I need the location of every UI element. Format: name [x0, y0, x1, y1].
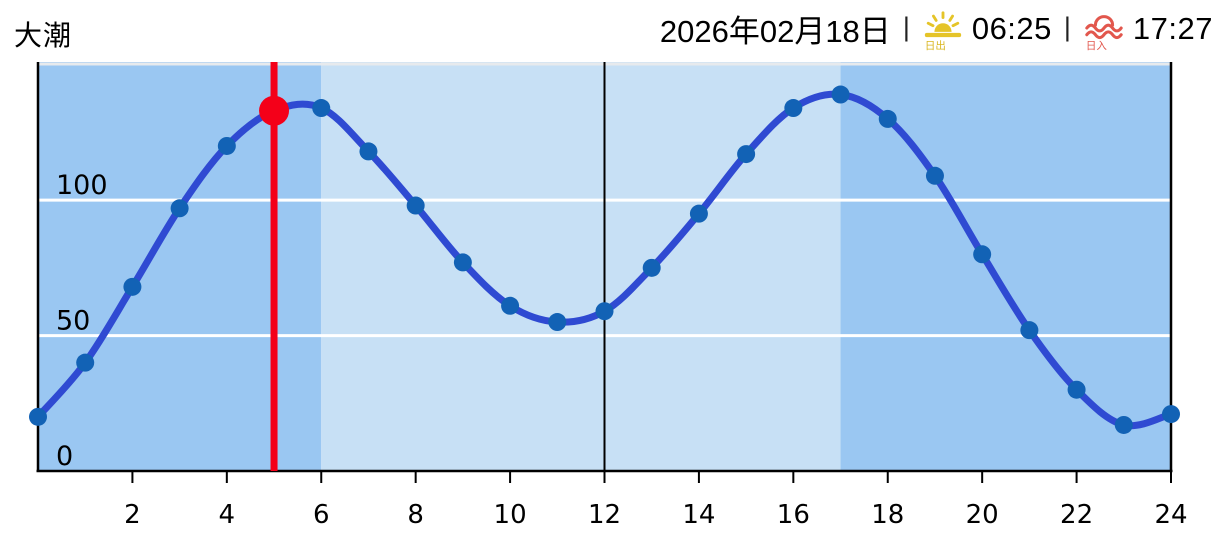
data-point-hour-9[interactable] [453, 253, 472, 272]
x-axis-label: 14 [682, 500, 715, 530]
data-point-hour-7[interactable] [359, 142, 378, 161]
separator: | [1063, 12, 1071, 42]
data-point-hour-6[interactable] [312, 99, 331, 118]
day-region [321, 62, 841, 471]
sunset-icon: 日入 [1083, 7, 1125, 51]
x-axis-label: 22 [1060, 500, 1093, 530]
data-point-hour-15[interactable] [737, 145, 756, 164]
data-point-hour-2[interactable] [123, 277, 142, 296]
y-axis-label: 100 [56, 170, 108, 201]
y-axis-label: 0 [56, 441, 73, 472]
header-info: 2026年02月18日 | 日出 06:25 | [660, 6, 1213, 51]
sunrise-icon: 日出 [922, 7, 964, 51]
x-axis-label: 18 [871, 500, 904, 530]
sunrise-sun [934, 22, 952, 32]
tide-chart: 0 50 100 2 4 6 8 10 12 14 16 18 20 22 24 [0, 54, 1227, 542]
y-axis-label: 50 [56, 306, 90, 337]
x-axis-label: 12 [588, 500, 621, 530]
data-point-hour-13[interactable] [642, 258, 661, 277]
data-point-hour-12[interactable] [595, 302, 614, 321]
data-point-hour-21[interactable] [1020, 321, 1039, 340]
data-point-hour-18[interactable] [878, 109, 897, 128]
sunrise-icon-label: 日出 [925, 39, 946, 51]
x-axis-label: 24 [1154, 500, 1187, 530]
data-point-hour-20[interactable] [973, 245, 992, 264]
sunset-time: 17:27 [1132, 10, 1213, 46]
sunrise-time: 06:25 [971, 10, 1052, 46]
data-point-hour-3[interactable] [170, 199, 189, 218]
tide-type-label: 大潮 [14, 20, 73, 51]
data-point-hour-24[interactable] [1162, 405, 1180, 424]
data-point-hour-1[interactable] [76, 353, 95, 372]
data-point-hour-10[interactable] [501, 296, 520, 315]
x-axis-label: 4 [219, 500, 236, 530]
data-point-hour-14[interactable] [689, 204, 708, 223]
data-point-hour-23[interactable] [1114, 415, 1133, 434]
separator: | [902, 12, 910, 42]
sunrise-rays [926, 10, 960, 27]
data-point-hour-0[interactable] [29, 407, 47, 426]
sunset-icon-label: 日入 [1086, 40, 1108, 51]
data-point-hour-19[interactable] [925, 166, 944, 185]
data-point-hour-16[interactable] [784, 99, 803, 118]
data-point-hour-8[interactable] [406, 196, 425, 215]
sunrise-horizon [924, 32, 961, 37]
x-axis-label: 2 [124, 500, 141, 530]
x-axis-label: 16 [777, 500, 810, 530]
date-label: 2026年02月18日 [659, 14, 891, 49]
sunset-wave-1 [1085, 23, 1123, 32]
data-point-hour-17[interactable] [831, 85, 850, 104]
x-axis-label: 20 [966, 500, 999, 530]
sunset-sun [1093, 14, 1115, 27]
data-point-hour-4[interactable] [217, 136, 236, 155]
current-time-marker[interactable] [259, 95, 290, 126]
data-point-hour-11[interactable] [548, 313, 567, 332]
x-axis-label: 8 [407, 500, 424, 530]
sunset-wave-2 [1085, 29, 1123, 39]
header: 大潮 2026年02月18日 | 日出 06:25 | [0, 0, 1227, 54]
data-point-hour-22[interactable] [1067, 380, 1086, 399]
x-axis-label: 10 [494, 500, 527, 530]
x-axis-label: 6 [313, 500, 330, 530]
